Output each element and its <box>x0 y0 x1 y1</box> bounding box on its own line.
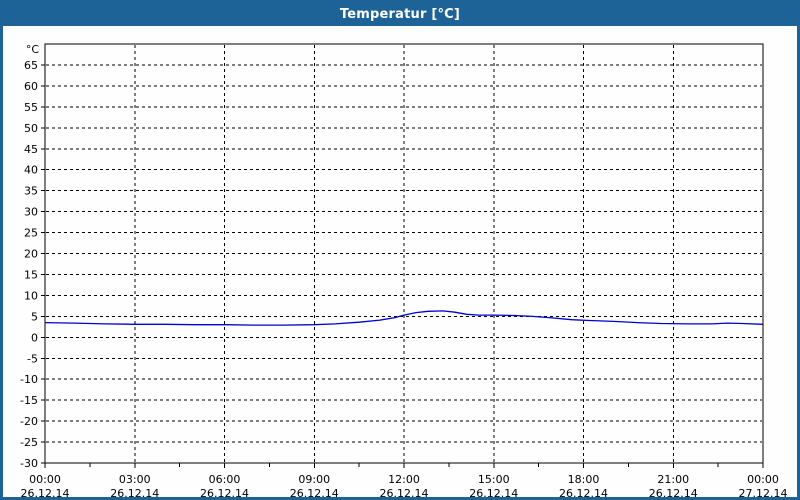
svg-text:21:00: 21:00 <box>657 473 689 486</box>
svg-text:26.12.14: 26.12.14 <box>380 487 429 500</box>
svg-text:20: 20 <box>24 248 38 261</box>
window-title: Temperatur [°C] <box>339 7 461 22</box>
svg-text:-15: -15 <box>20 394 38 407</box>
chart-area: °C 65 60 55 50 45 40 35 30 25 20 15 10 5 0 -5 -10 -15 -20-… <box>6 29 797 500</box>
svg-text:°C: °C <box>26 43 40 56</box>
svg-text:26.12.14: 26.12.14 <box>290 487 339 500</box>
svg-text:45: 45 <box>24 143 38 156</box>
svg-text:15: 15 <box>24 268 38 281</box>
svg-text:-10: -10 <box>20 373 38 386</box>
svg-text:00:00: 00:00 <box>29 473 61 486</box>
svg-text:0: 0 <box>31 331 38 344</box>
temperature-line-chart: °C65605550454035302520151050-5-10-15-20-… <box>6 29 797 500</box>
svg-text:15:00: 15:00 <box>478 473 510 486</box>
svg-text:25: 25 <box>24 227 38 240</box>
svg-text:-20: -20 <box>20 415 38 428</box>
svg-text:26.12.14: 26.12.14 <box>110 487 159 500</box>
window-titlebar[interactable]: Temperatur [°C] <box>3 3 797 26</box>
svg-text:50: 50 <box>24 122 38 135</box>
svg-text:12:00: 12:00 <box>388 473 420 486</box>
svg-text:-25: -25 <box>20 436 38 449</box>
svg-text:09:00: 09:00 <box>298 473 330 486</box>
svg-text:26.12.14: 26.12.14 <box>559 487 608 500</box>
svg-text:30: 30 <box>24 206 38 219</box>
svg-text:65: 65 <box>24 59 38 72</box>
svg-text:03:00: 03:00 <box>119 473 151 486</box>
svg-text:26.12.14: 26.12.14 <box>649 487 698 500</box>
svg-text:55: 55 <box>24 101 38 114</box>
svg-text:-30: -30 <box>20 457 38 470</box>
svg-text:06:00: 06:00 <box>209 473 241 486</box>
svg-text:26.12.14: 26.12.14 <box>200 487 249 500</box>
svg-text:60: 60 <box>24 80 38 93</box>
svg-text:40: 40 <box>24 164 38 177</box>
svg-text:18:00: 18:00 <box>568 473 600 486</box>
svg-text:5: 5 <box>31 310 38 323</box>
svg-text:27.12.14: 27.12.14 <box>739 487 788 500</box>
svg-text:00:00: 00:00 <box>747 473 779 486</box>
svg-text:35: 35 <box>24 185 38 198</box>
svg-text:26.12.14: 26.12.14 <box>469 487 518 500</box>
svg-text:26.12.14: 26.12.14 <box>21 487 70 500</box>
svg-text:10: 10 <box>24 289 38 302</box>
svg-text:-5: -5 <box>27 352 38 365</box>
